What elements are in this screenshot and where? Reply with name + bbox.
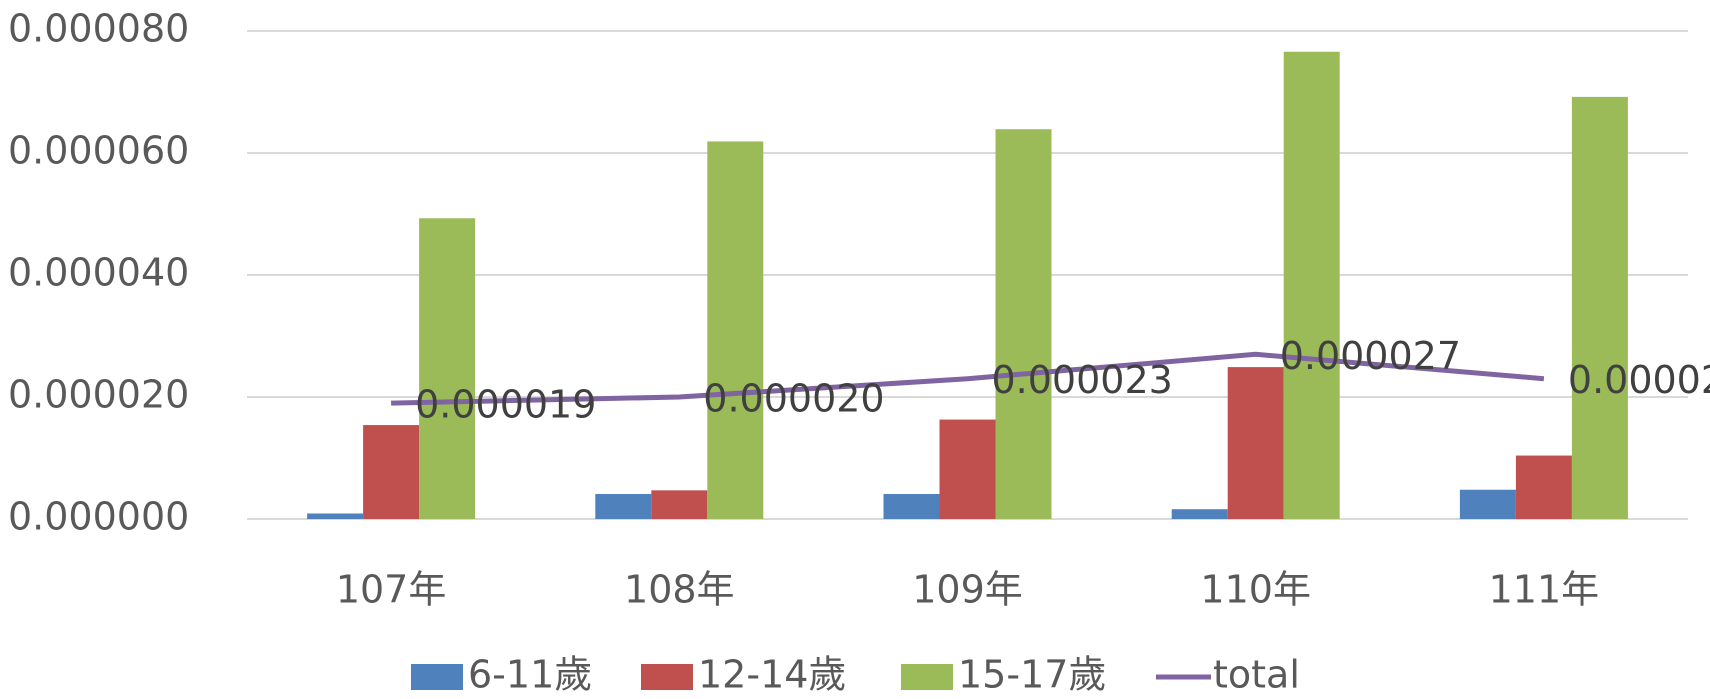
legend-label: 15-17歲: [958, 653, 1106, 697]
x-tick-label: 110年: [1200, 568, 1311, 612]
bar: [1283, 51, 1340, 520]
x-tick-label: 108年: [624, 568, 735, 612]
y-tick-label: 0.000060: [8, 129, 189, 173]
legend-label: 12-14歲: [698, 653, 846, 697]
y-tick-label: 0.000040: [8, 251, 189, 295]
data-label: 0.000023: [1568, 358, 1710, 402]
x-tick-label: 111年: [1489, 568, 1600, 612]
data-label: 0.000027: [1280, 334, 1461, 378]
y-tick-label: 0.000080: [8, 7, 189, 51]
line: [391, 351, 1545, 406]
x-tick-label: 109年: [912, 568, 1023, 612]
data-label: 0.000019: [415, 383, 596, 427]
bar: [419, 218, 476, 519]
y-tick-label: 0.000000: [8, 495, 189, 539]
bar: [363, 425, 420, 519]
legend-swatch: [411, 664, 463, 690]
bar: [595, 493, 652, 519]
data-label: 0.000023: [992, 358, 1173, 402]
legend-swatch: [901, 664, 953, 690]
bar: [883, 493, 940, 519]
bar: [1515, 455, 1572, 519]
bar: [995, 129, 1052, 519]
bar: [307, 513, 364, 519]
bar: [1571, 96, 1628, 519]
x-tick-label: 107年: [336, 568, 447, 612]
bar: [1171, 509, 1228, 519]
bar: [939, 419, 996, 519]
bar: [707, 141, 764, 519]
bar: [1459, 489, 1516, 519]
data-label: 0.000020: [703, 377, 884, 421]
bar: [1227, 367, 1284, 519]
bar: [651, 490, 708, 519]
legend-label: 6-11歲: [468, 653, 592, 697]
y-tick-label: 0.000020: [8, 373, 189, 417]
legend-label: total: [1213, 653, 1300, 697]
legend-swatch: [641, 664, 693, 690]
